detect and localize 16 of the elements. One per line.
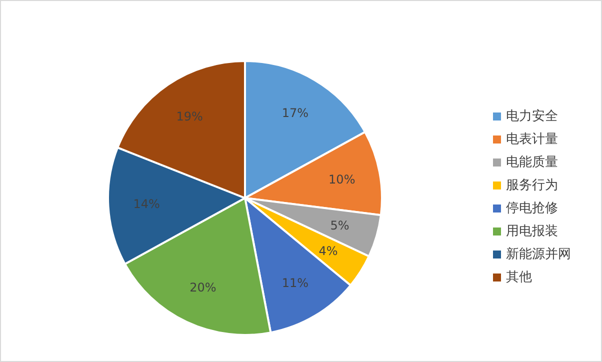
legend-label: 用电报装 xyxy=(506,224,558,239)
legend-label: 服务行为 xyxy=(506,178,558,193)
legend-label: 停电抢修 xyxy=(506,201,558,216)
legend-label: 新能源并网 xyxy=(506,247,571,262)
legend-label: 电能质量 xyxy=(506,155,558,170)
data-label: 5% xyxy=(330,218,350,233)
data-label: 14% xyxy=(133,197,160,212)
data-label: 10% xyxy=(328,172,356,187)
legend-label: 电力安全 xyxy=(506,108,558,124)
data-label: 17% xyxy=(282,106,309,120)
data-label: 19% xyxy=(176,109,203,124)
data-label: 4% xyxy=(318,244,338,258)
legend-label: 其他 xyxy=(506,270,532,285)
data-label: 20% xyxy=(190,280,216,294)
data-label: 11% xyxy=(282,276,309,290)
legend-label: 电表计量 xyxy=(506,132,558,147)
